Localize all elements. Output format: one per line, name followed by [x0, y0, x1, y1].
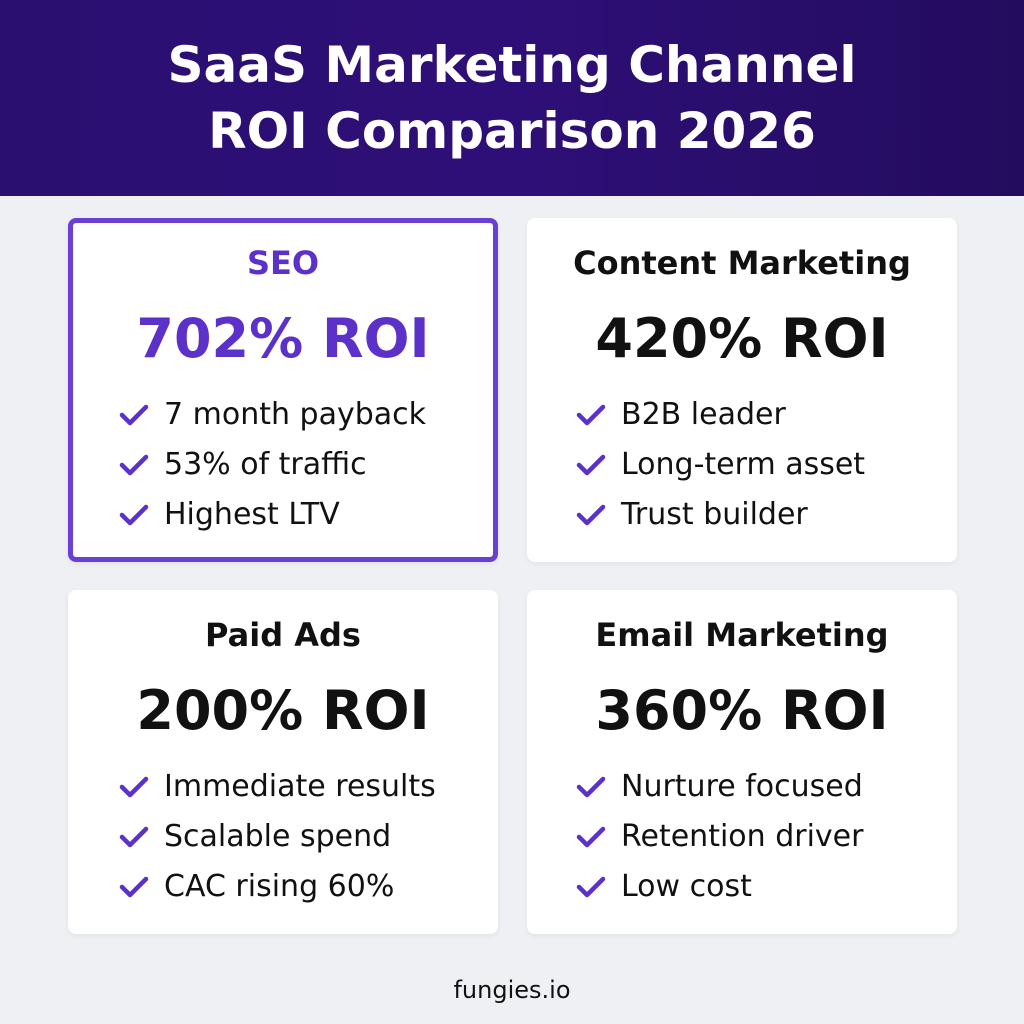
point: 7 month payback	[118, 390, 493, 440]
footer: fungies.io	[453, 976, 571, 1004]
point-text: 7 month payback	[164, 397, 427, 432]
card-name: SEO	[246, 244, 320, 282]
point: Scalable spend	[118, 812, 498, 862]
point-list: 7 month payback 53% of traffic Highest LTV	[73, 390, 493, 540]
point-text: B2B leader	[621, 397, 786, 432]
roi: 702% ROI	[136, 307, 430, 370]
card-name: Paid Ads	[205, 616, 361, 654]
point-text: Long-term asset	[621, 447, 866, 482]
check-icon	[576, 454, 606, 476]
card: Content Marketing 420% ROI B2B leader Long-…	[527, 218, 957, 562]
point: Trust builder	[575, 490, 957, 540]
point-list: B2B leader Long-term asset Trust builder	[527, 390, 957, 540]
check-icon	[576, 504, 606, 526]
point: B2B leader	[575, 390, 957, 440]
check-icon	[119, 504, 149, 526]
point-list: Nurture focused Retention driver Low cost	[527, 762, 957, 912]
title: SaaS Marketing Channel ROI Comparison 20…	[167, 36, 857, 160]
point: 53% of traffic	[118, 440, 493, 490]
point-text: Immediate results	[164, 769, 436, 804]
point: CAC rising 60%	[118, 862, 498, 912]
point-text: Low cost	[621, 869, 752, 904]
point-text: Trust builder	[621, 497, 808, 532]
check-icon	[119, 404, 149, 426]
roi: 200% ROI	[136, 679, 430, 742]
point-list: Immediate results Scalable spend CAC risin…	[68, 762, 498, 912]
point-text: Nurture focused	[621, 769, 863, 804]
check-icon	[576, 876, 606, 898]
check-icon	[119, 826, 149, 848]
point-text: Retention driver	[621, 819, 864, 854]
check-icon	[576, 826, 606, 848]
card: SEO 702% ROI 7 month payback 53% of traffic…	[68, 218, 498, 562]
point: Low cost	[575, 862, 957, 912]
roi: 420% ROI	[595, 307, 889, 370]
card: Paid Ads 200% ROI Immediate results Scalabl…	[68, 590, 498, 934]
check-icon	[576, 404, 606, 426]
point: Nurture focused	[575, 762, 957, 812]
card-name: Content Marketing	[573, 244, 911, 282]
point: Retention driver	[575, 812, 957, 862]
check-icon	[119, 876, 149, 898]
card-name: Email Marketing	[595, 616, 889, 654]
check-icon	[119, 454, 149, 476]
header: SaaS Marketing Channel ROI Comparison 20…	[0, 0, 1024, 196]
point-text: Scalable spend	[164, 819, 392, 854]
check-icon	[576, 776, 606, 798]
point: Immediate results	[118, 762, 498, 812]
roi: 360% ROI	[595, 679, 889, 742]
card: Email Marketing 360% ROI Nurture focused Re…	[527, 590, 957, 934]
point-text: CAC rising 60%	[164, 869, 395, 904]
point: Long-term asset	[575, 440, 957, 490]
point-text: Highest LTV	[164, 497, 340, 532]
check-icon	[119, 776, 149, 798]
point: Highest LTV	[118, 490, 493, 540]
point-text: 53% of traffic	[164, 447, 367, 482]
